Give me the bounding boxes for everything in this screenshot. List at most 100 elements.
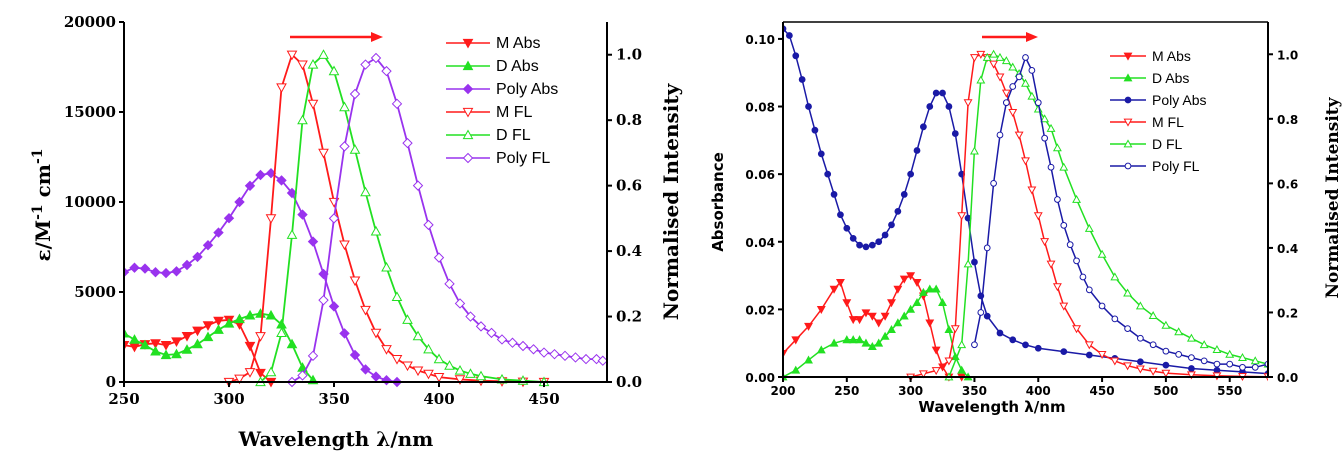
data-point xyxy=(804,322,813,331)
data-point xyxy=(849,235,857,242)
data-point xyxy=(1225,349,1235,358)
data-point xyxy=(1175,351,1183,358)
data-point xyxy=(559,350,571,362)
data-point xyxy=(318,148,329,159)
chart-right-x-axis-label: Wavelength λ/nm xyxy=(918,398,1065,416)
data-point xyxy=(893,318,903,327)
data-point xyxy=(1052,143,1062,152)
data-point xyxy=(150,345,161,356)
data-point xyxy=(286,229,298,239)
y2-tick-label: 0.0 xyxy=(1277,371,1298,385)
data-point xyxy=(1022,54,1029,61)
series-d-abs xyxy=(124,308,319,385)
data-point xyxy=(1148,311,1158,320)
legend-item: M Abs xyxy=(1110,48,1191,64)
data-point xyxy=(918,287,928,296)
data-point xyxy=(1226,360,1234,368)
data-point xyxy=(1162,361,1170,369)
data-point xyxy=(538,347,550,358)
data-point xyxy=(597,355,607,366)
data-point xyxy=(160,349,172,360)
data-point xyxy=(995,73,1005,82)
data-point xyxy=(465,368,476,378)
data-point xyxy=(1148,367,1158,376)
data-point xyxy=(150,339,161,349)
data-point xyxy=(433,252,445,263)
data-point xyxy=(1188,354,1195,362)
data-point xyxy=(171,348,182,359)
data-point xyxy=(824,170,832,178)
legend-label: Poly FL xyxy=(496,150,550,167)
data-point xyxy=(880,312,890,321)
data-point xyxy=(213,316,224,327)
data-point xyxy=(381,374,392,386)
data-point xyxy=(995,52,1005,61)
legend-marker xyxy=(1123,73,1133,82)
data-point xyxy=(307,236,319,247)
data-point xyxy=(381,65,392,77)
legend-marker xyxy=(462,129,474,140)
data-point xyxy=(223,212,235,224)
y-tick-label: 10000 xyxy=(64,193,116,211)
data-point xyxy=(1041,134,1049,142)
legend-marker xyxy=(462,107,474,118)
data-point xyxy=(150,266,161,278)
data-point xyxy=(1060,221,1068,229)
data-point xyxy=(1079,273,1087,281)
legend-label: Poly Abs xyxy=(1152,92,1206,108)
data-point xyxy=(265,309,277,320)
legend-label: D FL xyxy=(1152,136,1183,152)
data-point xyxy=(412,366,424,377)
y2-tick-label: 1.0 xyxy=(1277,48,1298,62)
data-point xyxy=(276,83,287,93)
series-line xyxy=(910,53,1268,378)
data-point xyxy=(1174,327,1184,336)
data-point xyxy=(370,52,382,64)
legend-label: D Abs xyxy=(496,58,539,75)
data-point xyxy=(360,364,371,375)
data-point xyxy=(1212,344,1222,353)
data-point xyxy=(1046,260,1056,269)
data-point xyxy=(862,243,870,251)
data-point xyxy=(370,328,382,339)
ylabel-sup1: -1 xyxy=(30,204,46,220)
data-point xyxy=(391,354,403,365)
x-tick-label: 250 xyxy=(834,384,859,398)
series-poly-abs xyxy=(124,167,403,388)
ylabel-sup2: -1 xyxy=(30,148,46,164)
data-point xyxy=(1046,123,1056,132)
y2-tick-label: 0.8 xyxy=(1277,113,1298,127)
y2-tick-label: 1.0 xyxy=(616,46,642,64)
data-point xyxy=(842,335,852,344)
data-point xyxy=(1097,249,1107,258)
data-point xyxy=(920,123,927,131)
data-point xyxy=(1009,83,1017,90)
chart-left-svg: 250 300 350 400 450 0 5000 10000 15000 20000 0.0 0.… xyxy=(30,13,683,451)
legend-item: M Abs xyxy=(446,35,540,52)
data-point xyxy=(874,319,884,328)
legend-label: M FL xyxy=(496,104,533,121)
data-point xyxy=(244,341,256,352)
data-point xyxy=(307,59,319,69)
y2-tick-label: 0.6 xyxy=(616,177,642,195)
legend-label: Poly FL xyxy=(1152,158,1200,174)
data-point xyxy=(899,275,909,284)
data-point xyxy=(475,321,487,332)
data-point xyxy=(244,368,256,378)
legend-label: Poly Abs xyxy=(496,81,558,98)
data-point xyxy=(1072,325,1082,334)
data-point xyxy=(1110,272,1120,281)
legend-item: D FL xyxy=(1110,136,1183,152)
data-point xyxy=(1059,302,1069,311)
data-point xyxy=(1001,56,1011,65)
data-point xyxy=(969,146,979,155)
data-point xyxy=(963,99,973,108)
data-point xyxy=(339,240,350,251)
data-point xyxy=(1186,333,1196,342)
data-point xyxy=(454,375,466,385)
data-point xyxy=(286,187,298,199)
y-tick-label: 15000 xyxy=(64,103,116,121)
data-point xyxy=(989,49,999,58)
x-tick-label: 450 xyxy=(1090,384,1115,398)
data-point xyxy=(486,327,497,339)
